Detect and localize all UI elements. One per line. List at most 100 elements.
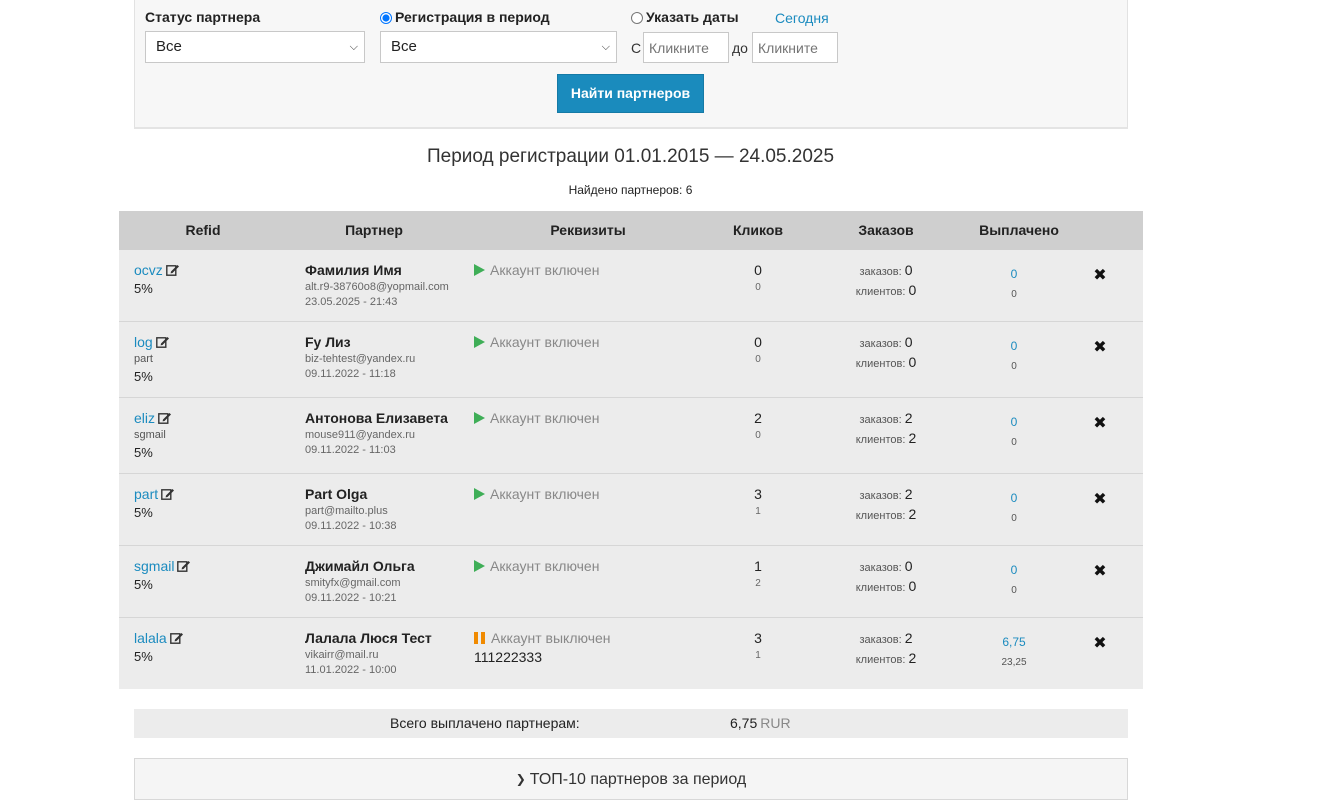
account-status: Аккаунт включен bbox=[474, 334, 599, 350]
total-paid-bar: Всего выплачено партнерам: 6,75 RUR bbox=[134, 709, 1128, 738]
partner-date: 11.01.2022 - 10:00 bbox=[305, 664, 397, 676]
partner-email: mouse911@yandex.ru bbox=[305, 429, 416, 441]
delete-icon[interactable]: ✖ bbox=[1093, 267, 1107, 284]
specify-dates-option[interactable]: Указать даты bbox=[631, 9, 739, 25]
orders-label: заказов: bbox=[859, 414, 902, 426]
find-partners-button[interactable]: Найти партнеров bbox=[557, 74, 704, 113]
account-status: Аккаунт включен bbox=[474, 262, 599, 278]
top10-toggle[interactable]: ❯ ТОП-10 партнеров за период bbox=[134, 758, 1128, 800]
orders-line: заказов: 0 bbox=[819, 558, 953, 574]
clients-line: клиентов: 0 bbox=[819, 282, 953, 298]
delete-icon[interactable]: ✖ bbox=[1093, 339, 1107, 356]
orders-line: заказов: 2 bbox=[819, 486, 953, 502]
edit-icon[interactable] bbox=[177, 560, 191, 572]
refid-link[interactable]: log bbox=[134, 334, 170, 350]
reg-period-radio[interactable] bbox=[380, 12, 392, 24]
paid-link[interactable]: 6,75 bbox=[1002, 635, 1026, 649]
orders-label: заказов: bbox=[859, 338, 902, 350]
paid-link[interactable]: 0 bbox=[1010, 339, 1018, 353]
date-to-label: до bbox=[732, 40, 748, 56]
delete-icon[interactable]: ✖ bbox=[1093, 635, 1107, 652]
specify-dates-radio[interactable] bbox=[631, 12, 643, 24]
refid-link[interactable]: lalala bbox=[134, 630, 184, 646]
orders-line: заказов: 0 bbox=[819, 262, 953, 278]
chevron-down-icon: ⌵ bbox=[349, 41, 358, 53]
delete-icon[interactable]: ✖ bbox=[1093, 563, 1107, 580]
total-paid-value-wrap: 6,75 RUR bbox=[730, 715, 791, 731]
status-select-value: Все bbox=[156, 38, 182, 55]
partner-name: Фамилия Имя bbox=[305, 262, 402, 278]
reg-period-option[interactable]: Регистрация в период bbox=[380, 9, 550, 25]
table-body: ocvz 5% Фамилия Имя alt.r9-38760o8@yopmail.… bbox=[119, 250, 1143, 689]
refid-link[interactable]: sgmail bbox=[134, 558, 191, 574]
percent: 5% bbox=[134, 649, 153, 664]
clicks-count: 3 bbox=[754, 630, 762, 646]
refid-link[interactable]: ocvz bbox=[134, 262, 180, 278]
play-icon bbox=[474, 560, 485, 572]
partner-date: 09.11.2022 - 10:21 bbox=[305, 592, 397, 604]
paid-link[interactable]: 0 bbox=[1010, 563, 1018, 577]
table-row: sgmail 5% Джимайл Ольга smityfx@gmail.com 09… bbox=[119, 546, 1143, 618]
play-icon bbox=[474, 488, 485, 500]
clicks-count: 0 bbox=[754, 334, 762, 350]
partner-date: 09.11.2022 - 11:18 bbox=[305, 368, 396, 380]
refid-text: ocvz bbox=[134, 262, 163, 278]
paid-sub: 0 bbox=[1011, 289, 1017, 300]
clients-label: клиентов: bbox=[855, 582, 906, 594]
header-requisites: Реквизиты bbox=[550, 222, 626, 238]
today-link[interactable]: Сегодня bbox=[775, 10, 829, 26]
play-icon bbox=[474, 264, 485, 276]
partner-date: 09.11.2022 - 11:03 bbox=[305, 444, 396, 456]
paid-link[interactable]: 0 bbox=[1010, 267, 1018, 281]
edit-icon[interactable] bbox=[155, 336, 170, 348]
date-to-input[interactable] bbox=[752, 32, 838, 63]
double-chevron-down-icon: ❯ bbox=[515, 772, 526, 786]
paid-link[interactable]: 0 bbox=[1010, 491, 1018, 505]
paid-sub: 0 bbox=[1011, 513, 1017, 524]
refid-text: eliz bbox=[134, 410, 156, 426]
status-select[interactable]: Все ⌵ bbox=[145, 31, 365, 63]
edit-icon[interactable] bbox=[169, 632, 184, 644]
refid-text: lalala bbox=[134, 630, 167, 646]
clicks-sub: 0 bbox=[755, 354, 761, 365]
partner-date: 09.11.2022 - 10:38 bbox=[305, 520, 397, 532]
specify-dates-label: Указать даты bbox=[646, 9, 739, 25]
account-status-text: Аккаунт включен bbox=[490, 410, 600, 426]
refid-text: part bbox=[134, 486, 159, 502]
edit-icon[interactable] bbox=[158, 412, 172, 424]
delete-icon[interactable]: ✖ bbox=[1093, 415, 1107, 432]
date-from-input[interactable] bbox=[643, 32, 729, 63]
reg-period-select[interactable]: Все ⌵ bbox=[380, 31, 617, 63]
clients-count: 2 bbox=[908, 430, 917, 446]
reg-period-select-value: Все bbox=[391, 38, 417, 55]
orders-label: заказов: bbox=[859, 634, 902, 646]
clients-label: клиентов: bbox=[855, 510, 906, 522]
orders-line: заказов: 0 bbox=[819, 334, 953, 350]
chevron-down-icon: ⌵ bbox=[601, 41, 610, 53]
refid-link[interactable]: eliz bbox=[134, 410, 172, 426]
clients-line: клиентов: 0 bbox=[819, 578, 953, 594]
clicks-count: 2 bbox=[754, 410, 762, 426]
top10-label: ТОП-10 партнеров за период bbox=[529, 771, 747, 788]
edit-icon[interactable] bbox=[161, 488, 175, 500]
clients-label: клиентов: bbox=[855, 654, 906, 666]
edit-icon[interactable] bbox=[165, 264, 180, 276]
account-status-text: Аккаунт выключен bbox=[491, 630, 611, 646]
delete-icon[interactable]: ✖ bbox=[1093, 491, 1107, 508]
clicks-count: 3 bbox=[754, 486, 762, 502]
clients-label: клиентов: bbox=[855, 434, 906, 446]
partner-email: biz-tehtest@yandex.ru bbox=[305, 353, 416, 365]
partner-email: part@mailto.plus bbox=[305, 505, 388, 517]
percent: 5% bbox=[134, 577, 153, 592]
refid-link[interactable]: part bbox=[134, 486, 175, 502]
clients-line: клиентов: 2 bbox=[819, 430, 953, 446]
orders-label: заказов: bbox=[859, 490, 902, 502]
paid-link[interactable]: 0 bbox=[1010, 415, 1018, 429]
clients-count: 0 bbox=[908, 282, 917, 298]
clicks-sub: 0 bbox=[755, 430, 761, 441]
orders-count: 2 bbox=[904, 486, 913, 502]
refid-tag: sgmail bbox=[134, 429, 166, 441]
percent: 5% bbox=[134, 281, 153, 296]
partner-name: Джимайл Ольга bbox=[305, 558, 415, 574]
orders-count: 2 bbox=[904, 410, 913, 426]
